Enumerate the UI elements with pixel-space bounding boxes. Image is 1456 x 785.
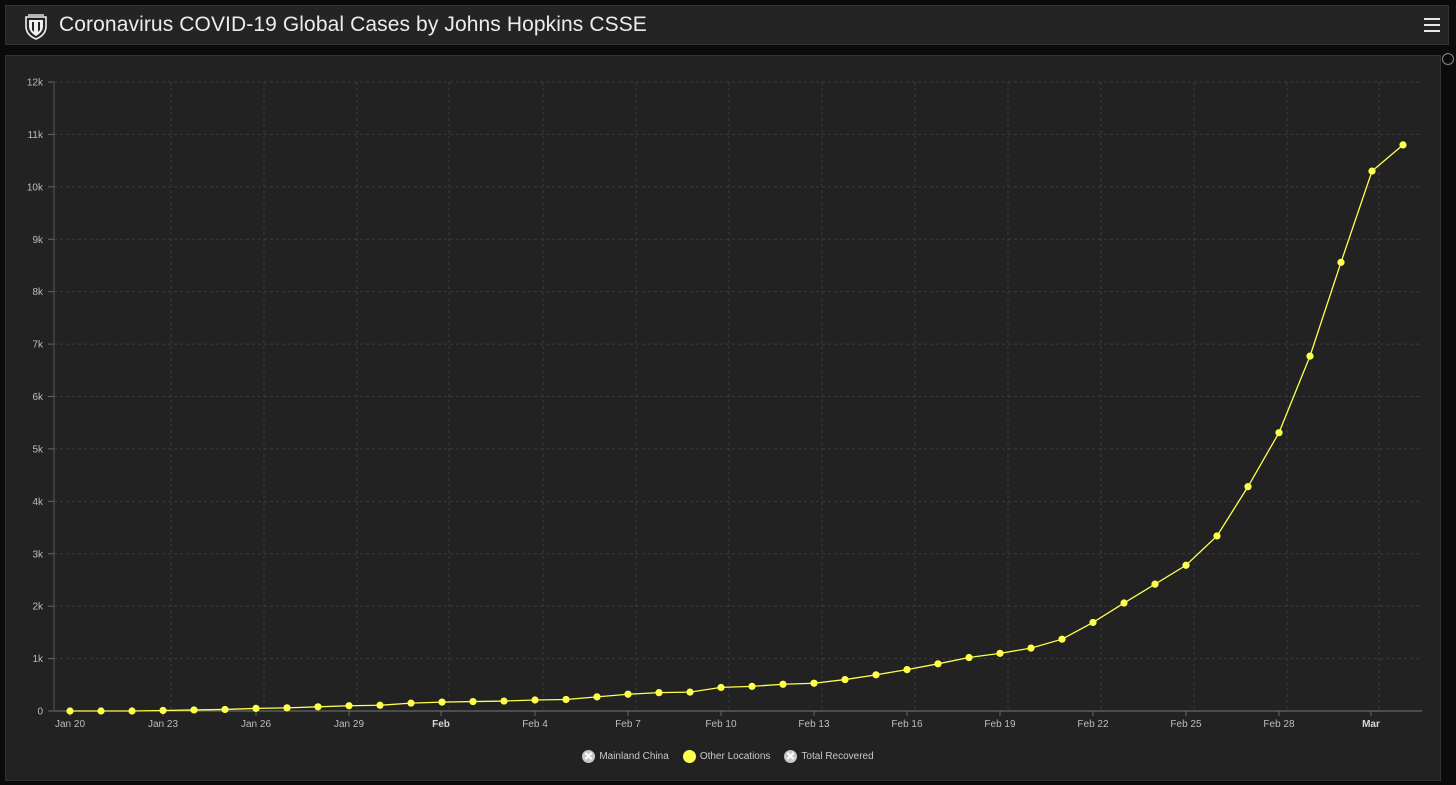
x-tick-label: Jan 20 xyxy=(55,719,85,730)
grid xyxy=(54,81,1422,711)
data-point xyxy=(1027,644,1035,652)
hamburger-menu-icon[interactable] xyxy=(1424,18,1440,32)
data-point xyxy=(1337,258,1345,266)
university-seal-icon xyxy=(25,14,47,40)
legend-label: Mainland China xyxy=(599,750,669,762)
data-point xyxy=(717,683,725,692)
data-point xyxy=(1182,561,1190,569)
data-point xyxy=(593,693,601,701)
legend-disabled-icon xyxy=(784,749,798,763)
data-point xyxy=(252,704,260,712)
series-other-locations xyxy=(66,141,1407,715)
data-point xyxy=(1151,580,1159,588)
series-line xyxy=(70,144,1404,712)
data-point xyxy=(438,698,446,706)
x-tick-label: Feb 19 xyxy=(984,719,1016,730)
legend-item-total-recovered[interactable]: Total Recovered xyxy=(784,749,874,763)
data-point xyxy=(500,697,508,705)
x-tick-label: Feb 25 xyxy=(1170,719,1202,730)
data-point xyxy=(624,690,632,698)
data-point xyxy=(903,665,911,674)
x-tick-label: Feb 16 xyxy=(891,719,923,730)
x-tick-label: Mar xyxy=(1362,719,1380,730)
data-point xyxy=(531,696,539,704)
axes: 0 1k 2k 3k 4k 5k 6k 7k 8k 9k 10k 11k 12k Jan 20 Jan 23… xyxy=(27,78,1422,730)
data-point xyxy=(1275,429,1283,437)
app-header: Coronavirus COVID-19 Global Cases by Joh… xyxy=(5,5,1449,45)
data-point xyxy=(1399,141,1407,149)
x-tick-label: Jan 29 xyxy=(334,719,364,730)
y-tick-label: 6k xyxy=(32,392,44,403)
x-tick-label: Feb 10 xyxy=(705,719,737,730)
y-tick-label: 9k xyxy=(32,235,44,246)
data-point xyxy=(996,649,1004,657)
y-tick-label: 2k xyxy=(32,602,44,613)
legend-item-mainland-china[interactable]: Mainland China xyxy=(582,749,669,763)
data-point xyxy=(283,704,291,712)
y-tick-label: 0 xyxy=(37,707,43,718)
data-point xyxy=(221,705,229,714)
x-tick-label: Feb 13 xyxy=(798,719,830,730)
x-tick-label: Feb 4 xyxy=(522,719,548,730)
page-title: Coronavirus COVID-19 Global Cases by Joh… xyxy=(59,13,647,36)
data-point xyxy=(748,682,756,690)
data-point xyxy=(1213,532,1221,540)
data-point xyxy=(66,707,74,715)
data-point xyxy=(1120,599,1128,607)
data-point xyxy=(1368,167,1376,175)
x-tick-label: Feb 28 xyxy=(1263,719,1295,730)
legend-label: Other Locations xyxy=(699,750,771,762)
x-tick-label: Feb 22 xyxy=(1077,719,1109,730)
x-tick-label: Feb xyxy=(432,719,450,730)
data-point xyxy=(841,675,849,684)
data-point xyxy=(1058,635,1066,643)
data-point xyxy=(872,671,880,679)
y-tick-label: 7k xyxy=(32,340,44,351)
x-tick-label: Feb 7 xyxy=(615,719,641,730)
data-point xyxy=(159,706,167,715)
legend-disabled-icon xyxy=(582,749,596,763)
data-point xyxy=(469,697,477,706)
data-point xyxy=(190,706,198,714)
data-point xyxy=(686,688,694,696)
data-point xyxy=(407,699,415,707)
data-point xyxy=(779,680,787,688)
expand-icon[interactable] xyxy=(1442,53,1454,65)
chart-panel xyxy=(5,55,1441,781)
legend: Mainland China Other Locations Total Rec… xyxy=(0,747,1456,765)
x-tick-label: Jan 26 xyxy=(241,719,271,730)
data-point xyxy=(810,679,818,687)
data-point xyxy=(97,707,105,715)
data-point xyxy=(1306,352,1314,360)
data-point xyxy=(965,653,973,662)
legend-marker-icon xyxy=(682,749,696,763)
data-point xyxy=(1089,618,1097,627)
legend-item-other-locations[interactable]: Other Locations xyxy=(682,749,771,763)
y-tick-label: 11k xyxy=(28,130,44,141)
data-point xyxy=(655,689,663,697)
y-tick-label: 4k xyxy=(32,497,44,508)
y-tick-label: 5k xyxy=(32,444,44,455)
y-tick-label: 8k xyxy=(32,287,44,298)
data-point xyxy=(562,695,570,704)
y-tick-label: 12k xyxy=(27,78,44,89)
y-tick-label: 1k xyxy=(32,654,44,665)
data-point xyxy=(1244,483,1252,491)
data-point xyxy=(314,703,322,711)
data-point xyxy=(345,702,353,710)
data-point xyxy=(376,701,384,709)
legend-label: Total Recovered xyxy=(801,750,874,762)
y-tick-label: 10k xyxy=(27,182,44,193)
y-tick-label: 3k xyxy=(32,549,44,560)
x-tick-label: Jan 23 xyxy=(148,719,178,730)
data-point xyxy=(934,660,942,668)
data-point xyxy=(128,707,136,715)
